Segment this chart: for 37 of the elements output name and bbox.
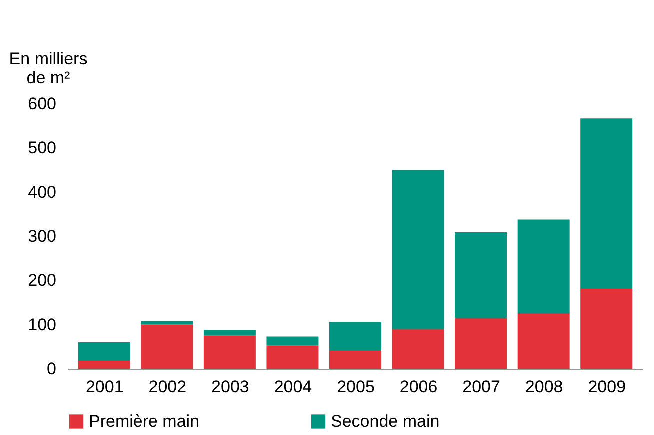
bar bbox=[455, 318, 508, 369]
x-tick-label: 2002 bbox=[148, 378, 187, 396]
bar bbox=[141, 324, 194, 369]
bar bbox=[392, 329, 444, 369]
bar bbox=[78, 361, 130, 369]
y-tick-label: 100 bbox=[28, 315, 56, 334]
bar bbox=[455, 232, 508, 318]
x-tick-label: 2003 bbox=[212, 378, 250, 396]
y-axis-title: En milliers de m² bbox=[9, 50, 88, 88]
bar bbox=[330, 350, 382, 369]
x-tick-label: 2001 bbox=[86, 378, 124, 396]
y-tick-label: 500 bbox=[28, 138, 56, 158]
bar bbox=[141, 321, 194, 325]
y-tick-label: 0 bbox=[47, 360, 56, 378]
y-tick-label: 300 bbox=[28, 227, 56, 246]
bar bbox=[204, 336, 256, 369]
bar bbox=[266, 336, 319, 346]
x-tick-label: 2008 bbox=[525, 378, 564, 396]
legend-label: Seconde main bbox=[331, 412, 440, 431]
x-tick-label: 2005 bbox=[337, 378, 375, 396]
x-tick-label: 2004 bbox=[274, 378, 312, 396]
bar bbox=[266, 346, 319, 369]
bar bbox=[518, 313, 570, 369]
bar bbox=[580, 289, 633, 369]
bar bbox=[330, 322, 382, 350]
x-tick-label: 2007 bbox=[462, 378, 500, 396]
x-tick-label: 2006 bbox=[400, 378, 438, 396]
y-tick-label: 200 bbox=[28, 271, 56, 290]
x-tick-label: 2009 bbox=[588, 378, 626, 396]
bar bbox=[78, 342, 130, 362]
y-tick-label: 600 bbox=[28, 94, 56, 114]
y-tick-label: 400 bbox=[28, 182, 56, 202]
bar bbox=[204, 330, 256, 336]
bar bbox=[580, 118, 633, 290]
bar bbox=[518, 220, 570, 314]
bar bbox=[392, 170, 444, 330]
legend-label: Première main bbox=[89, 412, 200, 431]
